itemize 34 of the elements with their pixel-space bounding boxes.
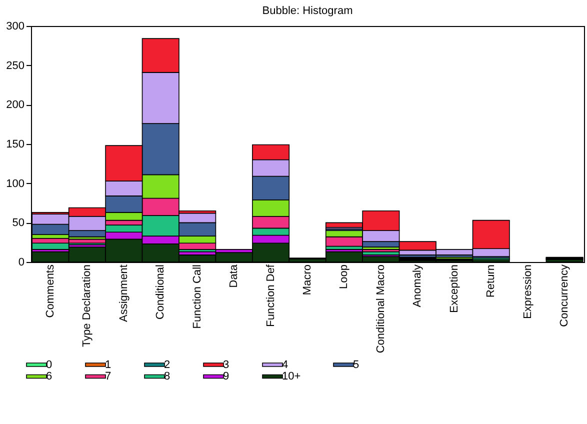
legend-label: 3 [223, 358, 230, 371]
x-tick-label: Data [228, 264, 240, 288]
legend-label: 7 [105, 370, 112, 382]
x-tick-label: Assignment [118, 264, 130, 322]
legend-label: 5 [353, 358, 360, 371]
legend-label: 6 [46, 370, 52, 382]
legend-label: 4 [282, 358, 288, 371]
y-tick-label: 200 [6, 99, 24, 112]
x-tick-label: Comments [44, 264, 56, 318]
x-tick-label: Return [485, 264, 498, 298]
x-tick-label: Expression [522, 264, 534, 319]
x-tick-label: Type Declaration [81, 264, 94, 348]
x-tick-label: Exception [448, 264, 460, 313]
legend-label: 0 [46, 358, 52, 371]
chart-title: Bubble: Histogram [262, 5, 353, 17]
legend-label: 1 [105, 358, 112, 371]
x-tick-label: Function Def [264, 264, 277, 327]
x-tick-label: Anomaly [412, 264, 424, 308]
x-tick-label: Macro [302, 264, 314, 296]
legend-label: 2 [164, 358, 170, 371]
x-tick-label: Conditional Macro [374, 264, 387, 354]
y-tick-label: 300 [6, 20, 24, 32]
y-tick-label: 150 [6, 138, 24, 150]
x-tick-label: Conditional [154, 264, 167, 320]
y-tick-label: 100 [6, 178, 24, 190]
x-tick-label: Concurrency [558, 264, 571, 327]
y-tick-label: 50 [12, 217, 24, 230]
legend-label: 8 [164, 370, 170, 382]
legend-label: 10+ [282, 370, 301, 382]
x-tick-label: Loop [338, 264, 350, 289]
y-tick-label: 0 [18, 256, 24, 268]
x-tick-label: Function Call [191, 264, 204, 329]
legend-label: 9 [223, 370, 230, 382]
y-tick-label: 250 [6, 60, 24, 72]
